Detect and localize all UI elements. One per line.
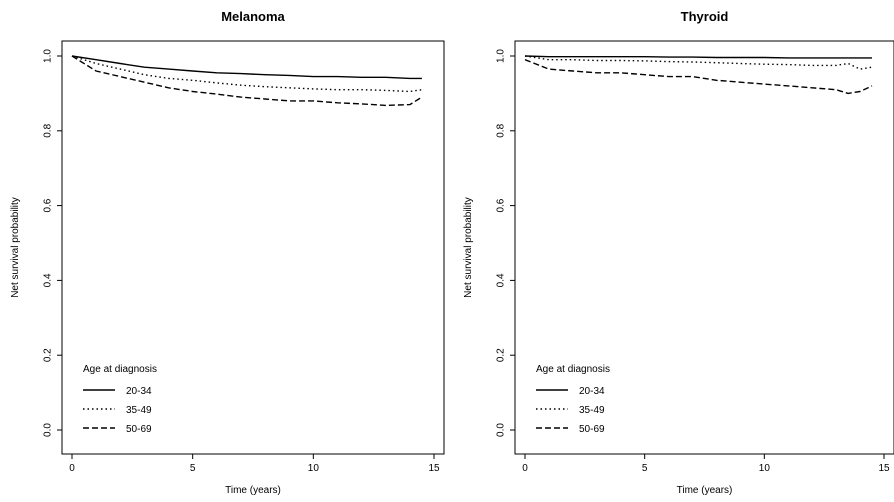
y-tick-label: 0.4 [43, 273, 54, 287]
x-tick-label: 15 [428, 463, 440, 474]
y-tick-label: 1.0 [496, 49, 507, 63]
x-tick-label: 10 [759, 463, 771, 474]
thyroid-panel: Thyroid 0 5 10 15 0.0 0.2 0.4 0.6 0.8 1.0 Time (y… [463, 9, 894, 496]
series-line-35-49 [524, 55, 873, 70]
legend-label-35-49: 35-49 [579, 405, 605, 416]
y-tick-label: 0.6 [496, 198, 507, 212]
series-line-20-34 [71, 55, 422, 80]
y-tick-label: 0.0 [43, 423, 54, 437]
x-axis-label: Time (years) [677, 485, 733, 496]
panel-title: Thyroid [681, 9, 729, 24]
x-tick-label: 5 [190, 463, 196, 474]
y-tick-label: 0.0 [496, 423, 507, 437]
axes-ticks: 0 5 10 15 0.0 0.2 0.4 0.6 0.8 1.0 [496, 49, 890, 474]
y-tick-label: 0.8 [496, 123, 507, 137]
series-line-50-69 [524, 59, 873, 95]
series-line-50-69 [71, 55, 423, 107]
x-tick-label: 10 [308, 463, 320, 474]
x-axis-label: Time (years) [225, 485, 281, 496]
y-axis-label: Net survival probability [463, 197, 474, 298]
x-tick-label: 0 [69, 463, 75, 474]
legend: Age at diagnosis 20-34 35-49 50-69 [536, 364, 610, 435]
legend-label-20-34: 20-34 [579, 386, 605, 397]
y-tick-label: 1.0 [43, 49, 54, 63]
y-tick-label: 0.4 [496, 273, 507, 287]
x-tick-label: 15 [878, 463, 890, 474]
legend-label-50-69: 50-69 [126, 424, 152, 435]
x-tick-label: 5 [642, 463, 648, 474]
melanoma-panel: Melanoma 0 5 10 15 0.0 0.2 0.4 0.6 0.8 1.0 Time (… [10, 9, 445, 496]
y-tick-label: 0.6 [43, 198, 54, 212]
legend-title: Age at diagnosis [83, 364, 157, 375]
y-tick-label: 0.2 [43, 348, 54, 362]
x-tick-label: 0 [522, 463, 528, 474]
series-layer [524, 55, 873, 95]
series-layer [71, 55, 423, 107]
legend-label-50-69: 50-69 [579, 424, 605, 435]
series-line-20-34 [524, 55, 872, 59]
plot-frame [514, 40, 894, 455]
y-tick-label: 0.8 [43, 123, 54, 137]
legend-title: Age at diagnosis [536, 364, 610, 375]
plot-frame [61, 40, 445, 455]
legend-label-20-34: 20-34 [126, 386, 152, 397]
y-axis-label: Net survival probability [10, 197, 21, 298]
legend: Age at diagnosis 20-34 35-49 50-69 [83, 364, 157, 435]
y-tick-label: 0.2 [496, 348, 507, 362]
axes-ticks: 0 5 10 15 0.0 0.2 0.4 0.6 0.8 1.0 [43, 49, 440, 474]
panel-title: Melanoma [221, 9, 285, 24]
legend-label-35-49: 35-49 [126, 405, 152, 416]
